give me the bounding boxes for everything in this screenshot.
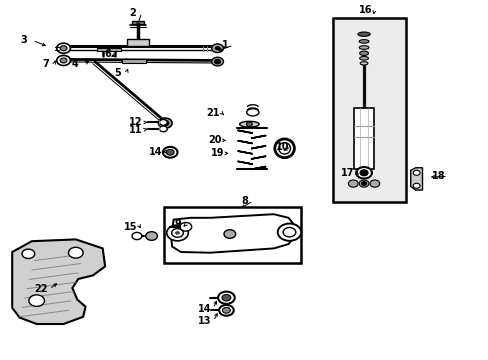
Circle shape [60,46,67,51]
Text: 19: 19 [210,148,224,158]
Text: 7: 7 [42,59,49,69]
Circle shape [219,305,233,316]
Bar [163,207,300,263]
Circle shape [347,180,357,187]
Ellipse shape [358,40,368,43]
Text: 14: 14 [197,303,211,314]
Circle shape [159,120,167,125]
Circle shape [163,147,177,158]
Circle shape [159,126,167,132]
Circle shape [180,222,191,231]
Text: 3: 3 [20,35,27,45]
Text: 9: 9 [174,219,181,229]
Ellipse shape [359,57,368,60]
Text: 11: 11 [129,125,142,135]
Circle shape [132,233,142,240]
Ellipse shape [239,121,259,127]
Circle shape [358,180,368,187]
Bar [127,39,149,46]
Text: 18: 18 [431,171,445,181]
Ellipse shape [359,51,368,55]
Text: 8: 8 [241,196,247,206]
Circle shape [211,44,223,53]
Circle shape [361,182,366,185]
Text: 22: 22 [34,284,47,294]
Circle shape [162,121,168,126]
Circle shape [166,149,174,155]
Text: 14: 14 [148,147,162,157]
Circle shape [166,225,188,241]
Circle shape [214,46,220,50]
Polygon shape [12,239,105,324]
Polygon shape [410,168,422,190]
Text: 15: 15 [124,222,138,232]
Circle shape [57,55,70,66]
Ellipse shape [274,139,294,158]
Bar [122,59,145,63]
Ellipse shape [246,109,259,116]
Text: 17: 17 [341,168,354,178]
Circle shape [145,232,157,240]
Ellipse shape [359,62,367,65]
Circle shape [218,292,234,304]
Circle shape [68,247,83,258]
Text: 16: 16 [358,5,372,15]
Ellipse shape [358,46,368,49]
Text: 1: 1 [221,40,228,50]
Circle shape [60,58,67,63]
Ellipse shape [357,32,369,36]
Circle shape [355,167,371,179]
Bar [132,21,143,24]
Ellipse shape [278,143,290,154]
Bar [97,48,109,51]
Circle shape [22,249,35,258]
Text: 5: 5 [114,68,121,78]
Circle shape [412,183,419,188]
Text: 12: 12 [129,117,142,127]
Text: 10: 10 [275,141,289,152]
Circle shape [175,231,180,235]
Circle shape [29,295,44,306]
Circle shape [246,122,252,126]
Circle shape [158,118,172,128]
Circle shape [214,59,220,64]
Text: 4: 4 [71,59,78,69]
Circle shape [412,170,419,175]
Bar [332,18,405,202]
Circle shape [222,307,230,313]
Bar [109,48,121,51]
Circle shape [57,43,70,53]
Text: 2: 2 [129,8,136,18]
Circle shape [277,224,301,241]
Bar [353,108,373,169]
Circle shape [369,180,379,187]
Text: 21: 21 [205,108,219,118]
Circle shape [224,230,235,238]
Circle shape [222,294,230,301]
Circle shape [359,170,367,176]
Text: 20: 20 [208,135,222,145]
Text: 6: 6 [104,49,111,59]
Text: 13: 13 [197,316,211,326]
Circle shape [211,57,223,66]
